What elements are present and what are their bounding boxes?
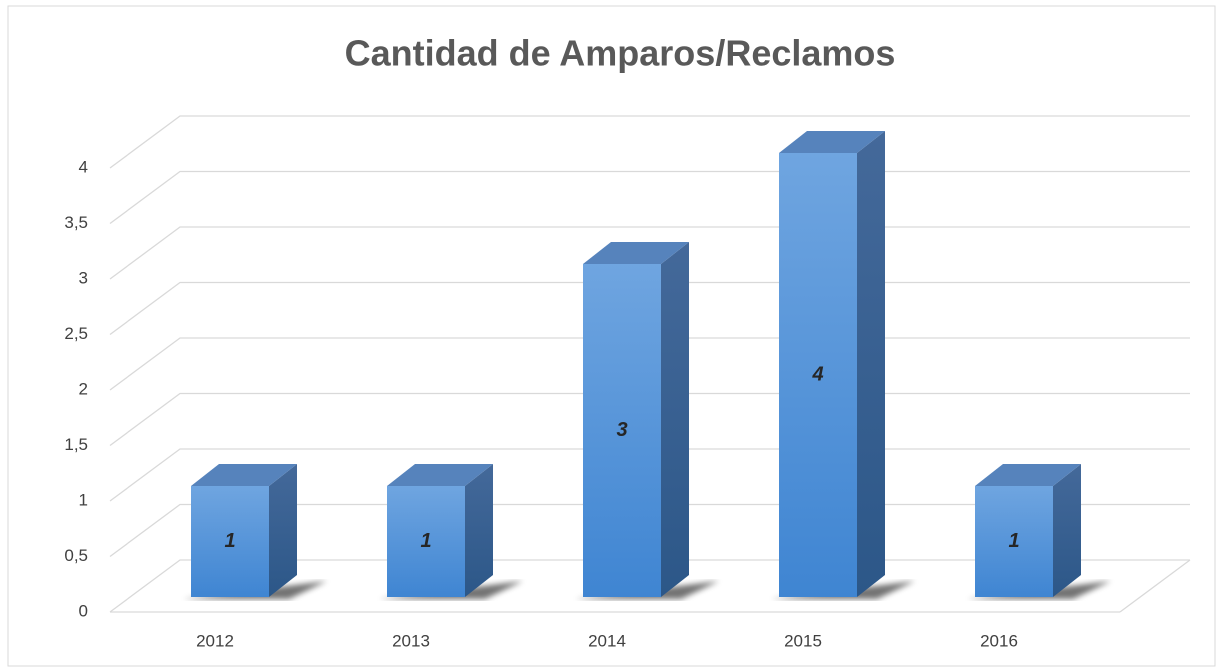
bar-top <box>779 131 885 153</box>
y-tick-label: 3,5 <box>64 213 88 232</box>
x-tick-label: 2016 <box>980 631 1018 650</box>
data-label: 1 <box>1008 530 1019 552</box>
bar-side <box>465 464 493 597</box>
data-label: 1 <box>224 530 235 552</box>
bar <box>191 486 269 597</box>
bar-top <box>387 464 493 486</box>
y-tick-label: 0,5 <box>64 546 88 565</box>
y-tick-label: 1 <box>79 490 88 509</box>
x-tick-label: 2015 <box>784 631 822 650</box>
x-tick-label: 2012 <box>196 631 234 650</box>
data-label: 4 <box>811 363 823 385</box>
bar-top <box>975 464 1081 486</box>
x-tick-label: 2013 <box>392 631 430 650</box>
x-tick-label: 2014 <box>588 631 626 650</box>
bar-top <box>583 242 689 264</box>
bar-side <box>1053 464 1081 597</box>
y-tick-label: 1,5 <box>64 435 88 454</box>
y-tick-label: 2,5 <box>64 324 88 343</box>
bar-top <box>191 464 297 486</box>
y-tick-label: 2 <box>79 379 88 398</box>
data-label: 3 <box>616 419 627 441</box>
bar <box>583 264 661 597</box>
floor-edge <box>1119 559 1191 613</box>
chart-title: Cantidad de Amparos/Reclamos <box>345 33 896 74</box>
bar-side <box>661 242 689 597</box>
grid-line <box>109 115 1190 169</box>
bar <box>975 486 1053 597</box>
bar <box>387 486 465 597</box>
y-tick-label: 3 <box>79 268 88 287</box>
bar-side <box>269 464 297 597</box>
y-tick-label: 4 <box>79 157 88 176</box>
y-tick-label: 0 <box>79 601 88 620</box>
data-label: 1 <box>420 530 431 552</box>
bar-side <box>857 131 885 597</box>
bar <box>779 153 857 597</box>
